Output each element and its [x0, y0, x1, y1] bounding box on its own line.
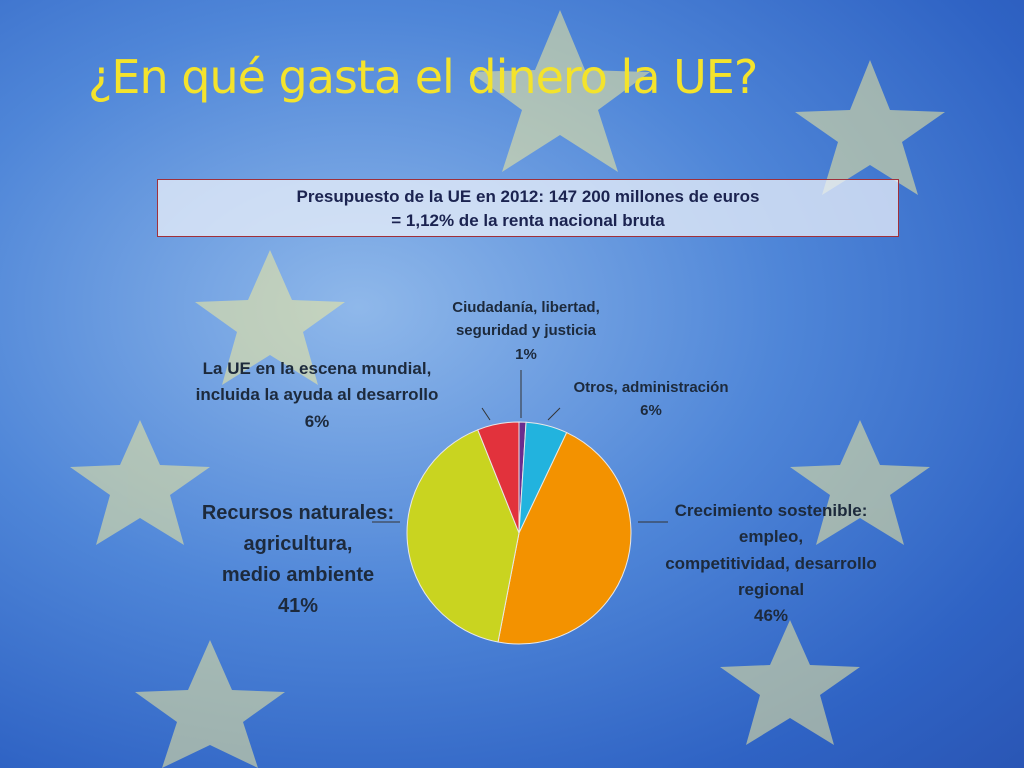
value-label: 6% [304, 411, 330, 431]
pie-slice [497, 431, 632, 645]
slice-label: Recursos naturales: agricultura, medio a… [202, 498, 394, 622]
slice-label: Crecimiento sostenible: empleo, competit… [645, 498, 898, 630]
slice-label: Ciudadanía, libertad, seguridad y justic… [452, 296, 600, 366]
category-name: La UE en la escena mundial, incluida la … [195, 359, 439, 405]
category-name: Crecimiento sostenible: empleo, competit… [665, 501, 877, 600]
leader-line [547, 407, 561, 421]
value-label: 6% [640, 402, 662, 420]
leader-line [481, 407, 491, 421]
chart-title: ¿En qué gasta el dinero la UE? [88, 50, 758, 104]
pie-slice [406, 429, 520, 643]
value-label: 1% [515, 345, 537, 363]
pie-slice [477, 421, 520, 534]
category-name: Otros, administración [573, 379, 729, 396]
slice-label: Otros, administración 6% [573, 376, 728, 423]
slice-label: La UE en la escena mundial, incluida la … [196, 356, 439, 435]
category-name: Ciudadanía, libertad, seguridad y justic… [452, 299, 600, 340]
subtitle-box: Presupuesto de la UE en 2012: 147 200 mi… [157, 179, 899, 237]
value-label: 46% [753, 606, 789, 626]
value-label: 41% [277, 595, 319, 617]
subtitle: Presupuesto de la UE en 2012: 147 200 mi… [296, 187, 760, 206]
category-name: Recursos naturales: agricultura, medio a… [201, 502, 395, 586]
subtitle: = 1,12% de la renta nacional bruta [391, 211, 665, 230]
